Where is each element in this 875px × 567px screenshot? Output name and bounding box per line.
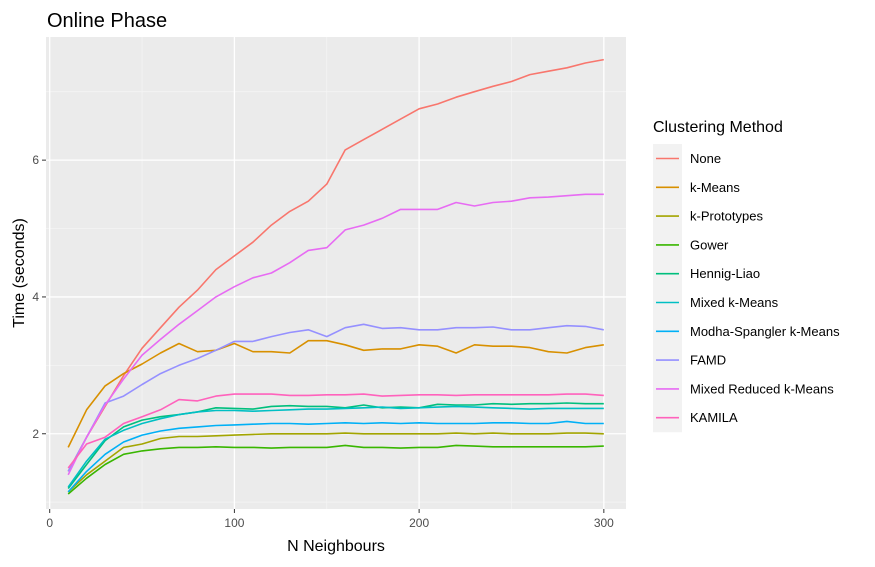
plot-panel: [46, 37, 626, 509]
legend-label-modha-spangler-k-means: Modha-Spangler k-Means: [690, 324, 840, 339]
series-line-mixed-k-means: [67, 405, 604, 488]
y-tick-label: 2: [32, 427, 39, 441]
y-tick-label: 6: [32, 153, 39, 167]
chart-title: Online Phase: [47, 10, 167, 32]
x-tick-label: 200: [409, 516, 429, 530]
legend-label-hennig-liao: Hennig-Liao: [690, 266, 760, 281]
x-tick-label: 0: [46, 516, 53, 530]
legend-label-k-prototypes: k-Prototypes: [690, 209, 763, 224]
legend-label-gower: Gower: [690, 237, 729, 252]
series-line-famd: [67, 323, 604, 472]
y-axis-tick-labels: 2 4 6: [32, 153, 39, 441]
legend: Clustering Method None k-Means k-Prototype…: [653, 119, 840, 433]
legend-label-mixed-reduced-k-means: Mixed Reduced k-Means: [690, 381, 834, 396]
legend-label-famd: FAMD: [690, 353, 726, 368]
series-line-mixed-reduced-k-means: [67, 193, 604, 476]
x-tick-label: 300: [594, 516, 614, 530]
x-axis-tick-labels: 0 100 200 300: [46, 516, 614, 530]
legend-title: Clustering Method: [653, 119, 783, 136]
series-line-modha-spangler-k-means: [67, 420, 604, 493]
y-tick-label: 4: [32, 290, 39, 304]
series-line-gower: [67, 444, 604, 495]
legend-label-kamila: KAMILA: [690, 410, 738, 425]
legend-label-mixed-k-means: Mixed k-Means: [690, 295, 779, 310]
x-axis-title: N Neighbours: [287, 538, 385, 555]
series-line-none: [67, 58, 604, 472]
series-line-k-prototypes: [67, 432, 604, 493]
legend-label-k-means: k-Means: [690, 180, 740, 195]
series-line-kamila: [67, 393, 604, 469]
series-lines: [67, 58, 604, 495]
y-axis-title: Time (seconds): [11, 218, 28, 328]
series-line-hennig-liao: [67, 402, 604, 489]
axis-ticks: [42, 159, 605, 513]
legend-items: None k-Means k-Prototypes Gower Hennig-Liao M…: [653, 144, 840, 433]
x-tick-label: 100: [224, 516, 244, 530]
legend-label-none: None: [690, 151, 721, 166]
series-line-k-means: [67, 339, 604, 448]
minor-gridlines: [46, 37, 626, 509]
